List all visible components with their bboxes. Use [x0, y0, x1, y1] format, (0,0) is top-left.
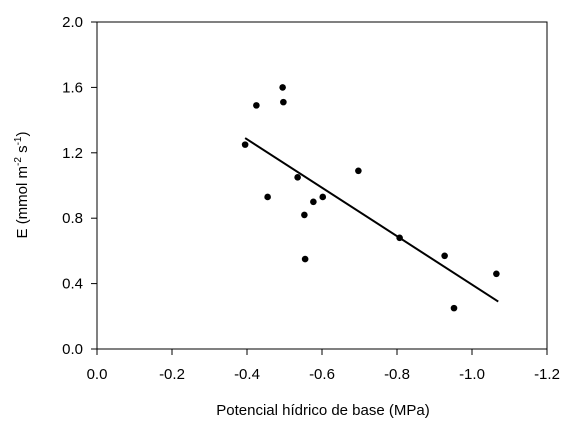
- y-tick-label: 0.0: [62, 341, 83, 358]
- y-tick-label: 0.8: [62, 210, 83, 227]
- x-tick-label: -0.6: [309, 366, 335, 383]
- x-tick-label: -1.0: [459, 366, 485, 383]
- data-point: [280, 98, 287, 106]
- data-point: [310, 198, 317, 206]
- data-point: [301, 211, 308, 219]
- data-point: [279, 84, 286, 91]
- y-tick-label: 1.6: [62, 79, 83, 96]
- x-tick-label: -0.2: [159, 366, 185, 383]
- plot-area: [241, 84, 500, 312]
- data-point: [319, 193, 327, 201]
- y-tick-label: 0.4: [62, 276, 83, 293]
- x-tick-label: -0.4: [234, 366, 260, 383]
- x-tick-label: 0.0: [87, 366, 108, 383]
- y-axis-title-sup1: -2: [13, 157, 24, 166]
- y-axis-title-suffix: ): [14, 132, 31, 137]
- data-point: [396, 234, 403, 242]
- data-point: [253, 102, 260, 109]
- data-point: [294, 174, 301, 181]
- y-axis-title-sup2: -1: [13, 136, 24, 145]
- data-point: [450, 304, 458, 312]
- data-point: [264, 193, 271, 201]
- x-tick-label: -1.2: [534, 366, 560, 383]
- x-axis-title: Potencial hídrico de base (MPa): [216, 402, 429, 419]
- data-point: [493, 270, 500, 278]
- y-tick-label: 2.0: [62, 14, 83, 31]
- axes: 0.0 -0.2 -0.4 -0.6 -0.8 -1.0 -1.2 0.0 0.4 0.8 1.2 1…: [62, 14, 560, 383]
- data-point: [301, 255, 309, 263]
- y-tick-label: 1.2: [62, 145, 83, 162]
- plot-frame: [96, 21, 548, 350]
- x-tick-label: -0.8: [384, 366, 410, 383]
- data-point: [441, 252, 448, 260]
- y-axis-title-prefix: E (mmol m: [14, 166, 31, 239]
- trend-line: [244, 137, 499, 303]
- y-axis-title: E (mmol m-2 s-1): [13, 132, 31, 239]
- data-point: [355, 167, 362, 175]
- data-point: [241, 141, 249, 148]
- y-axis-title-middle: s: [14, 145, 31, 157]
